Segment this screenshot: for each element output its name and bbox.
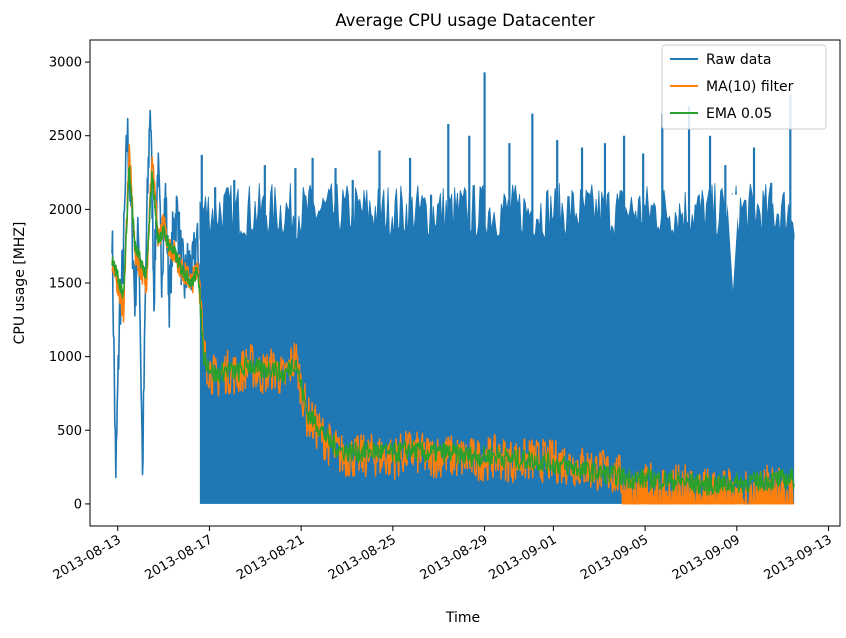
ema-series (111, 166, 795, 496)
legend-label-raw: Raw data (706, 52, 771, 68)
y-axis-label: CPU usage [MHZ] (12, 222, 28, 345)
y-tick-label: 2000 (49, 203, 82, 218)
ema-series-line (111, 166, 201, 299)
y-axis-ticks: 0 500 1000 1500 2000 2500 3000 (49, 56, 90, 512)
y-tick-label: 1500 (49, 277, 82, 292)
y-tick-label: 3000 (49, 56, 82, 71)
y-tick-label: 500 (57, 424, 82, 439)
legend-label-ema: EMA 0.05 (706, 106, 772, 122)
legend-box (661, 44, 827, 130)
y-tick-label: 1000 (49, 350, 82, 365)
y-tick-label: 2500 (49, 129, 82, 144)
raw-series-dip (726, 194, 739, 291)
chart-title: Average CPU usage Datacenter (335, 11, 595, 30)
plot-area (111, 72, 795, 505)
ema-series-band (199, 287, 795, 496)
x-axis-label: Time (445, 610, 480, 626)
y-tick-label: 0 (74, 497, 82, 512)
legend-label-ma: MA(10) filter (706, 79, 794, 95)
raw-series-band-top (199, 183, 795, 240)
legend: Raw data MA(10) filter EMA 0.05 (661, 44, 827, 130)
